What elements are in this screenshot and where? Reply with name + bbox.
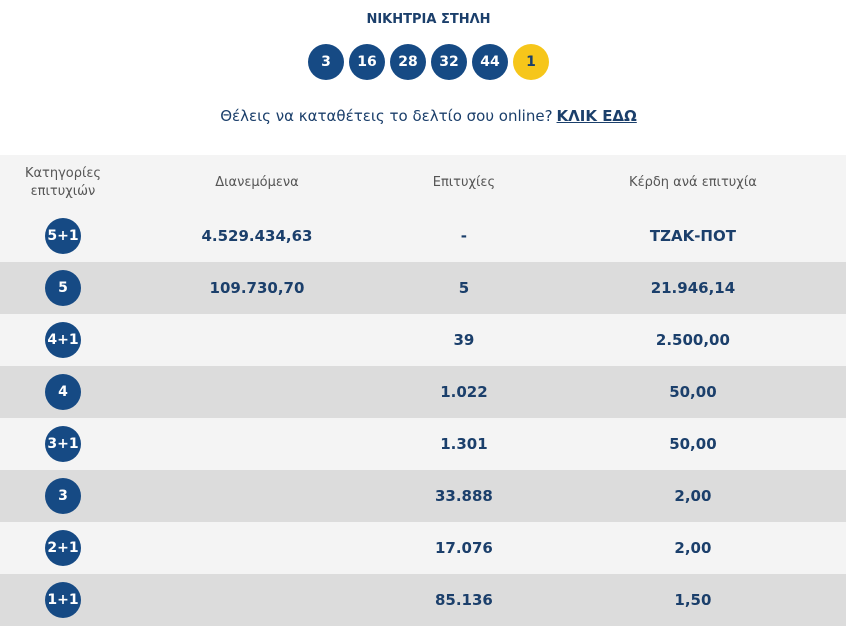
category-badge: 5+1: [45, 218, 81, 254]
prize-cell: ΤΖΑΚ-ΠΟΤ: [539, 210, 846, 262]
winners-cell: 17.076: [387, 522, 540, 574]
prompt-text: Θέλεις να καταθέτεις το δελτίο σου onlin…: [220, 107, 553, 125]
distributed-cell: 109.730,70: [126, 262, 388, 314]
winners-cell: -: [387, 210, 540, 262]
row: 2+1 17.076 2,00: [0, 522, 846, 574]
distributed-cell: [126, 470, 388, 522]
category-badge: 1+1: [45, 582, 81, 618]
ball: 32: [431, 44, 467, 80]
bonus-ball: 1: [513, 44, 549, 80]
ball: 16: [349, 44, 385, 80]
ball: 3: [308, 44, 344, 80]
winners-cell: 1.022: [387, 366, 540, 418]
column-header: Κατηγορίες επιτυχιών: [0, 155, 126, 210]
row: 4+1 39 2.500,00: [0, 314, 846, 366]
category-badge: 4: [45, 374, 81, 410]
header-row: Κατηγορίες επιτυχιών Διανεμόμενα Επιτυχίες…: [0, 155, 846, 210]
distributed-cell: [126, 366, 388, 418]
winners-cell: 39: [387, 314, 540, 366]
category-cell: 4+1: [0, 314, 126, 366]
category-badge: 5: [45, 270, 81, 306]
winners-cell: 1.301: [387, 418, 540, 470]
winners-cell: 85.136: [387, 574, 540, 626]
winners-cell: 5: [387, 262, 540, 314]
distributed-cell: [126, 574, 388, 626]
prize-cell: 2.500,00: [539, 314, 846, 366]
category-cell: 3+1: [0, 418, 126, 470]
category-badge: 2+1: [45, 530, 81, 566]
winning-numbers: 3 16 28 32 44 1: [0, 44, 857, 80]
row: 5+1 4.529.434,63- ΤΖΑΚ-ΠΟΤ: [0, 210, 846, 262]
prize-cell: 50,00: [539, 418, 846, 470]
ball: 44: [472, 44, 508, 80]
column-header: Κέρδη ανά επιτυχία: [539, 155, 846, 210]
prize-cell: 21.946,14: [539, 262, 846, 314]
category-badge: 3+1: [45, 426, 81, 462]
title: ΝΙΚΗΤΡΙΑ ΣΤΗΛΗ: [366, 12, 491, 27]
category-badge: 3: [45, 478, 81, 514]
column-header: Διανεμόμενα: [126, 155, 388, 210]
row: 4 1.022 50,00: [0, 366, 846, 418]
distributed-cell: [126, 314, 388, 366]
distributed-cell: 4.529.434,63: [126, 210, 388, 262]
prompt-link[interactable]: ΚΛΙΚ ΕΔΩ: [556, 107, 637, 125]
distributed-cell: [126, 522, 388, 574]
results-table: Κατηγορίες επιτυχιών Διανεμόμενα Επιτυχίες…: [0, 155, 846, 626]
category-cell: 1+1: [0, 574, 126, 626]
prize-cell: 1,50: [539, 574, 846, 626]
row: 5 109.730,70 5 21.946,14: [0, 262, 846, 314]
category-cell: 4: [0, 366, 126, 418]
column-header: Επιτυχίες: [387, 155, 540, 210]
row: 3 33.888 2,00: [0, 470, 846, 522]
ball: 28: [390, 44, 426, 80]
category-cell: 5: [0, 262, 126, 314]
category-cell: 2+1: [0, 522, 126, 574]
prompt: Θέλεις να καταθέτεις το δελτίο σου onlin…: [0, 107, 857, 125]
prize-cell: 2,00: [539, 522, 846, 574]
prize-cell: 50,00: [539, 366, 846, 418]
row: 3+1 1.301 50,00: [0, 418, 846, 470]
winners-cell: 33.888: [387, 470, 540, 522]
category-cell: 5+1: [0, 210, 126, 262]
row: 1+1 85.136 1,50: [0, 574, 846, 626]
distributed-cell: [126, 418, 388, 470]
prize-cell: 2,00: [539, 470, 846, 522]
category-badge: 4+1: [45, 322, 81, 358]
category-cell: 3: [0, 470, 126, 522]
